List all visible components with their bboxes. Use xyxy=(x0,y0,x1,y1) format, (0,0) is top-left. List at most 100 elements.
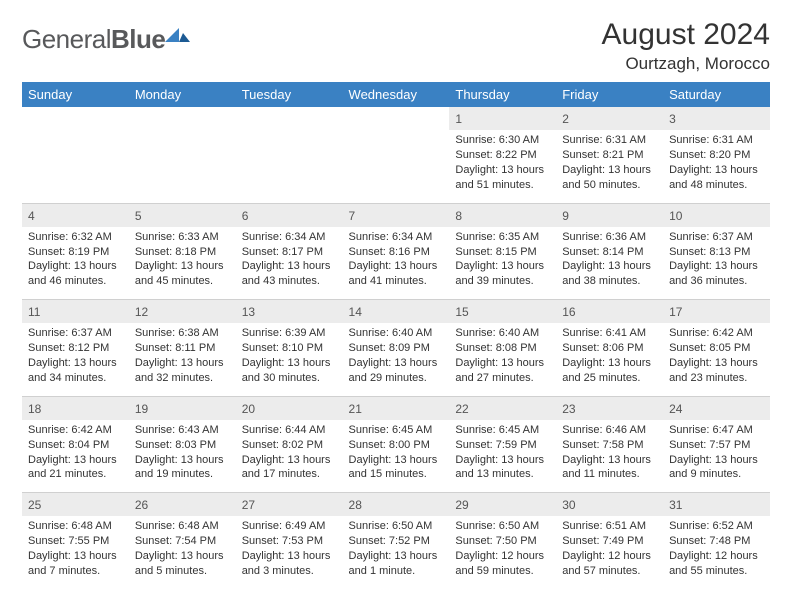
month-title: August 2024 xyxy=(602,18,770,52)
daylight-line: Daylight: 13 hours and 21 minutes. xyxy=(28,453,123,483)
sunrise-line: Sunrise: 6:51 AM xyxy=(562,519,657,534)
day-detail-cell: Sunrise: 6:51 AMSunset: 7:49 PMDaylight:… xyxy=(556,516,663,588)
sunset-line: Sunset: 8:12 PM xyxy=(28,341,123,356)
sunset-line: Sunset: 8:18 PM xyxy=(135,245,230,260)
sunrise-line: Sunrise: 6:45 AM xyxy=(455,423,550,438)
weekday-header: Saturday xyxy=(663,82,770,107)
day-detail-cell: Sunrise: 6:36 AMSunset: 8:14 PMDaylight:… xyxy=(556,227,663,300)
sunset-line: Sunset: 8:08 PM xyxy=(455,341,550,356)
day-number-cell xyxy=(22,107,129,130)
sunrise-line: Sunrise: 6:50 AM xyxy=(455,519,550,534)
daylight-line: Daylight: 13 hours and 5 minutes. xyxy=(135,549,230,579)
day-number-cell: 25 xyxy=(22,493,129,517)
day-number-cell: 4 xyxy=(22,203,129,227)
daylight-line: Daylight: 13 hours and 43 minutes. xyxy=(242,259,337,289)
day-number-cell: 11 xyxy=(22,300,129,324)
day-detail-cell: Sunrise: 6:52 AMSunset: 7:48 PMDaylight:… xyxy=(663,516,770,588)
day-number-cell: 6 xyxy=(236,203,343,227)
daylight-line: Daylight: 12 hours and 55 minutes. xyxy=(669,549,764,579)
sunset-line: Sunset: 8:05 PM xyxy=(669,341,764,356)
day-number-cell: 12 xyxy=(129,300,236,324)
weekday-header: Friday xyxy=(556,82,663,107)
sunset-line: Sunset: 8:00 PM xyxy=(349,438,444,453)
sunrise-line: Sunrise: 6:42 AM xyxy=(28,423,123,438)
daylight-line: Daylight: 13 hours and 41 minutes. xyxy=(349,259,444,289)
sunrise-line: Sunrise: 6:41 AM xyxy=(562,326,657,341)
weekday-header: Sunday xyxy=(22,82,129,107)
sunset-line: Sunset: 8:16 PM xyxy=(349,245,444,260)
logo-icon xyxy=(165,26,191,46)
day-number-cell: 21 xyxy=(343,396,450,420)
daylight-line: Daylight: 13 hours and 30 minutes. xyxy=(242,356,337,386)
weekday-header: Thursday xyxy=(449,82,556,107)
sunrise-line: Sunrise: 6:33 AM xyxy=(135,230,230,245)
day-detail-cell: Sunrise: 6:39 AMSunset: 8:10 PMDaylight:… xyxy=(236,323,343,396)
sunrise-line: Sunrise: 6:52 AM xyxy=(669,519,764,534)
day-detail-cell: Sunrise: 6:33 AMSunset: 8:18 PMDaylight:… xyxy=(129,227,236,300)
daylight-line: Daylight: 13 hours and 11 minutes. xyxy=(562,453,657,483)
day-detail-cell: Sunrise: 6:50 AMSunset: 7:52 PMDaylight:… xyxy=(343,516,450,588)
sunrise-line: Sunrise: 6:39 AM xyxy=(242,326,337,341)
day-detail-cell: Sunrise: 6:46 AMSunset: 7:58 PMDaylight:… xyxy=(556,420,663,493)
day-detail-cell: Sunrise: 6:35 AMSunset: 8:15 PMDaylight:… xyxy=(449,227,556,300)
daylight-line: Daylight: 13 hours and 46 minutes. xyxy=(28,259,123,289)
day-number-cell xyxy=(129,107,236,130)
sunrise-line: Sunrise: 6:49 AM xyxy=(242,519,337,534)
day-detail-cell: Sunrise: 6:42 AMSunset: 8:04 PMDaylight:… xyxy=(22,420,129,493)
day-detail-cell: Sunrise: 6:47 AMSunset: 7:57 PMDaylight:… xyxy=(663,420,770,493)
sunset-line: Sunset: 7:50 PM xyxy=(455,534,550,549)
sunset-line: Sunset: 7:48 PM xyxy=(669,534,764,549)
day-detail-cell: Sunrise: 6:45 AMSunset: 7:59 PMDaylight:… xyxy=(449,420,556,493)
sunrise-line: Sunrise: 6:34 AM xyxy=(242,230,337,245)
day-number-cell: 10 xyxy=(663,203,770,227)
day-number-cell: 14 xyxy=(343,300,450,324)
sunset-line: Sunset: 8:04 PM xyxy=(28,438,123,453)
sunrise-line: Sunrise: 6:37 AM xyxy=(28,326,123,341)
sunset-line: Sunset: 7:55 PM xyxy=(28,534,123,549)
daylight-line: Daylight: 13 hours and 27 minutes. xyxy=(455,356,550,386)
sunset-line: Sunset: 8:14 PM xyxy=(562,245,657,260)
day-detail-cell: Sunrise: 6:49 AMSunset: 7:53 PMDaylight:… xyxy=(236,516,343,588)
sunrise-line: Sunrise: 6:43 AM xyxy=(135,423,230,438)
day-number-cell: 22 xyxy=(449,396,556,420)
day-number-cell: 17 xyxy=(663,300,770,324)
sunrise-line: Sunrise: 6:38 AM xyxy=(135,326,230,341)
sunset-line: Sunset: 8:19 PM xyxy=(28,245,123,260)
day-detail-cell: Sunrise: 6:37 AMSunset: 8:13 PMDaylight:… xyxy=(663,227,770,300)
logo: GeneralBlue xyxy=(22,24,191,55)
day-number-cell: 8 xyxy=(449,203,556,227)
sunset-line: Sunset: 7:54 PM xyxy=(135,534,230,549)
day-detail-cell: Sunrise: 6:34 AMSunset: 8:16 PMDaylight:… xyxy=(343,227,450,300)
sunrise-line: Sunrise: 6:36 AM xyxy=(562,230,657,245)
daylight-line: Daylight: 13 hours and 48 minutes. xyxy=(669,163,764,193)
sunset-line: Sunset: 8:06 PM xyxy=(562,341,657,356)
day-number-cell: 19 xyxy=(129,396,236,420)
sunrise-line: Sunrise: 6:35 AM xyxy=(455,230,550,245)
sunrise-line: Sunrise: 6:48 AM xyxy=(28,519,123,534)
day-detail-cell: Sunrise: 6:50 AMSunset: 7:50 PMDaylight:… xyxy=(449,516,556,588)
day-number-cell: 31 xyxy=(663,493,770,517)
daylight-line: Daylight: 13 hours and 19 minutes. xyxy=(135,453,230,483)
sunrise-line: Sunrise: 6:50 AM xyxy=(349,519,444,534)
day-number-cell: 30 xyxy=(556,493,663,517)
day-detail-cell: Sunrise: 6:34 AMSunset: 8:17 PMDaylight:… xyxy=(236,227,343,300)
daylight-line: Daylight: 13 hours and 13 minutes. xyxy=(455,453,550,483)
daylight-line: Daylight: 13 hours and 29 minutes. xyxy=(349,356,444,386)
sunset-line: Sunset: 7:52 PM xyxy=(349,534,444,549)
day-detail-cell: Sunrise: 6:42 AMSunset: 8:05 PMDaylight:… xyxy=(663,323,770,396)
daylight-line: Daylight: 12 hours and 57 minutes. xyxy=(562,549,657,579)
daylight-line: Daylight: 13 hours and 45 minutes. xyxy=(135,259,230,289)
sunrise-line: Sunrise: 6:31 AM xyxy=(669,133,764,148)
day-number-cell: 26 xyxy=(129,493,236,517)
day-number-cell: 18 xyxy=(22,396,129,420)
day-number-cell: 2 xyxy=(556,107,663,130)
day-detail-cell: Sunrise: 6:31 AMSunset: 8:21 PMDaylight:… xyxy=(556,130,663,203)
day-number-cell: 9 xyxy=(556,203,663,227)
sunrise-line: Sunrise: 6:31 AM xyxy=(562,133,657,148)
daylight-line: Daylight: 13 hours and 3 minutes. xyxy=(242,549,337,579)
sunset-line: Sunset: 8:09 PM xyxy=(349,341,444,356)
sunrise-line: Sunrise: 6:37 AM xyxy=(669,230,764,245)
daylight-line: Daylight: 13 hours and 39 minutes. xyxy=(455,259,550,289)
day-detail-cell: Sunrise: 6:48 AMSunset: 7:54 PMDaylight:… xyxy=(129,516,236,588)
day-number-cell: 16 xyxy=(556,300,663,324)
